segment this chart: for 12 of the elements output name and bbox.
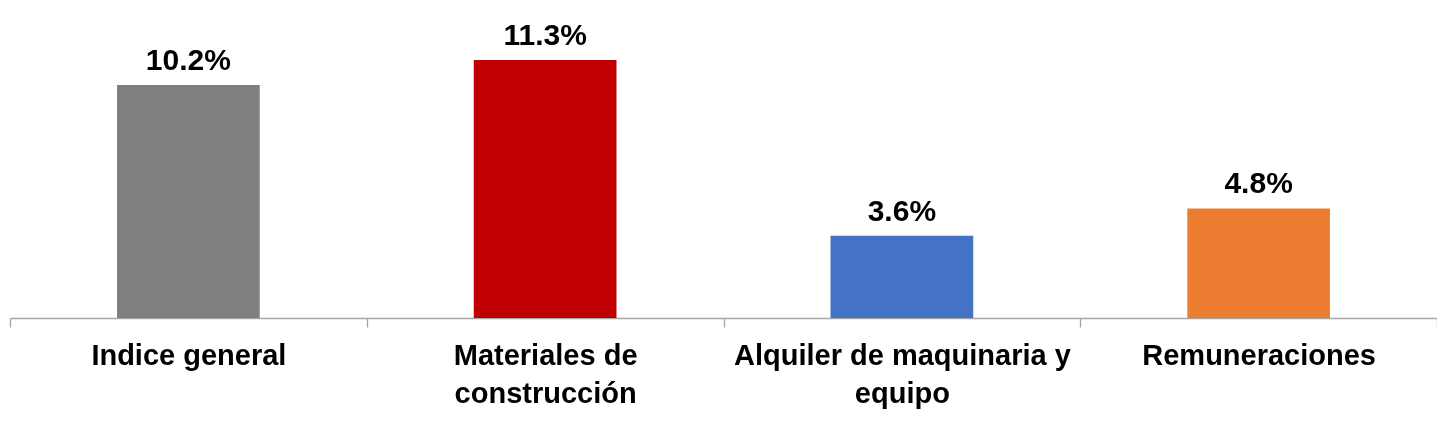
data-label: 11.3% bbox=[503, 18, 587, 51]
bar bbox=[1187, 208, 1330, 318]
x-tick-label: Remuneraciones bbox=[1142, 338, 1376, 371]
data-label: 4.8% bbox=[1224, 166, 1293, 200]
bar bbox=[117, 85, 260, 318]
x-tick-label: Indice general bbox=[91, 338, 287, 371]
bar bbox=[830, 235, 974, 318]
bar bbox=[473, 60, 617, 318]
x-tick-label: Materiales de construcción bbox=[453, 338, 638, 409]
data-label: 3.6% bbox=[867, 193, 937, 227]
data-label: 10.2% bbox=[145, 43, 231, 77]
x-tick-label: Alquiler de maquinaria y equipo bbox=[733, 338, 1071, 409]
